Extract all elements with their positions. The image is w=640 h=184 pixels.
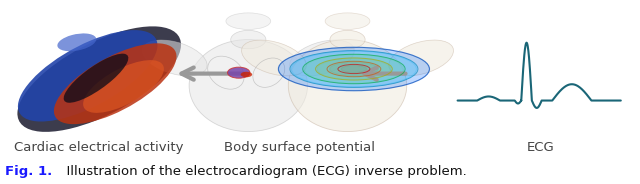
Text: Fig. 1.: Fig. 1. <box>5 165 52 178</box>
Ellipse shape <box>17 26 181 132</box>
Ellipse shape <box>63 54 129 103</box>
Text: ECG: ECG <box>527 141 555 154</box>
Ellipse shape <box>231 30 266 49</box>
Text: Body surface potential: Body surface potential <box>224 141 375 154</box>
Text: Illustration of the electrocardiogram (ECG) inverse problem.: Illustration of the electrocardiogram (E… <box>58 165 467 178</box>
Circle shape <box>304 55 404 83</box>
Ellipse shape <box>18 30 157 121</box>
Ellipse shape <box>228 67 250 78</box>
Ellipse shape <box>388 40 454 76</box>
Ellipse shape <box>241 40 307 76</box>
Circle shape <box>330 62 378 76</box>
Ellipse shape <box>189 40 307 132</box>
Ellipse shape <box>325 13 370 29</box>
Circle shape <box>278 47 429 91</box>
Ellipse shape <box>330 30 365 49</box>
Text: Cardiac electrical activity: Cardiac electrical activity <box>15 141 184 154</box>
Circle shape <box>341 65 367 73</box>
Ellipse shape <box>289 40 407 132</box>
Circle shape <box>291 51 417 87</box>
Ellipse shape <box>289 40 355 76</box>
Ellipse shape <box>83 60 164 113</box>
Ellipse shape <box>241 72 252 77</box>
Ellipse shape <box>226 13 271 29</box>
Ellipse shape <box>58 33 96 51</box>
Circle shape <box>317 58 391 80</box>
Ellipse shape <box>54 43 177 124</box>
Ellipse shape <box>142 40 207 76</box>
